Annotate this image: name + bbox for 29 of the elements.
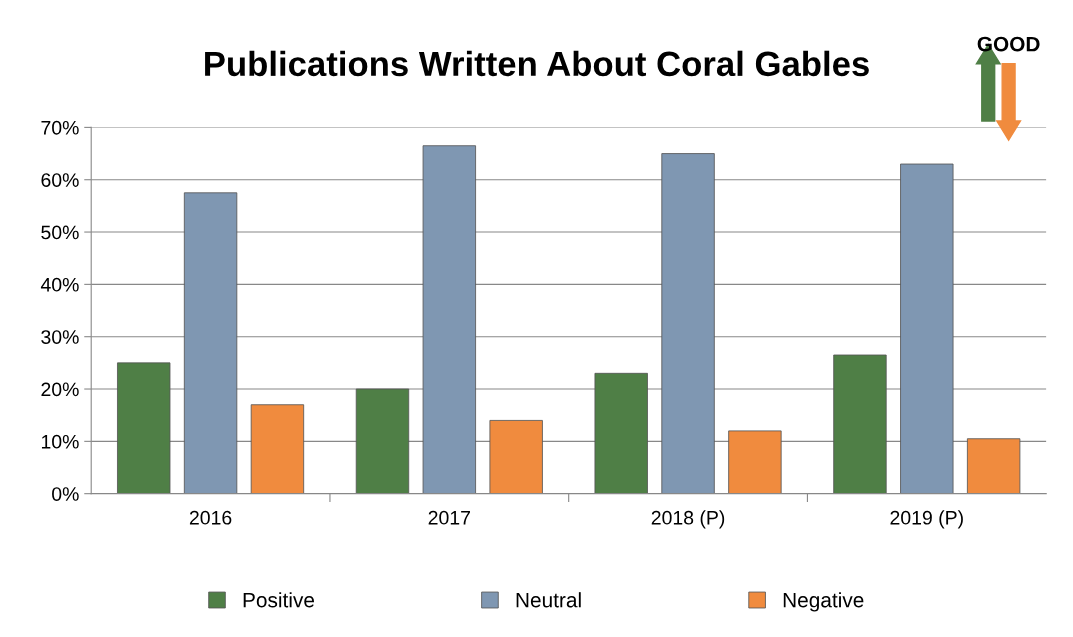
bar <box>117 362 171 494</box>
bar <box>422 145 476 494</box>
bar <box>250 404 305 494</box>
bar <box>728 430 782 494</box>
y-tick-label: 20% <box>41 382 79 397</box>
bar <box>833 354 887 494</box>
bar <box>900 163 954 494</box>
x-tick-label: 2018 (P) <box>651 510 725 529</box>
chart-title: Publications Written About Coral Gables <box>205 50 869 77</box>
legend-label: Neutral <box>516 592 581 608</box>
legend-label: Positive <box>243 592 315 608</box>
bar <box>661 153 715 494</box>
x-tick-label: 2019 (P) <box>890 510 963 529</box>
bar <box>355 388 410 494</box>
y-tick-label: 30% <box>41 330 79 344</box>
bar <box>183 192 238 494</box>
y-tick-label: 60% <box>41 173 79 187</box>
bar <box>966 438 1021 494</box>
y-tick-label: 10% <box>41 434 79 449</box>
bar <box>489 420 543 494</box>
y-tick-label: 0% <box>52 487 79 501</box>
text: GOOD <box>977 36 1040 52</box>
y-tick-label: 50% <box>41 225 79 240</box>
x-tick-label: 2016 <box>189 510 232 525</box>
x-tick-label: 2017 <box>428 510 470 525</box>
y-tick-label: 70% <box>41 120 79 135</box>
legend-label: Negative <box>783 592 864 612</box>
y-tick-label: 40% <box>40 277 79 292</box>
bar <box>594 372 648 494</box>
